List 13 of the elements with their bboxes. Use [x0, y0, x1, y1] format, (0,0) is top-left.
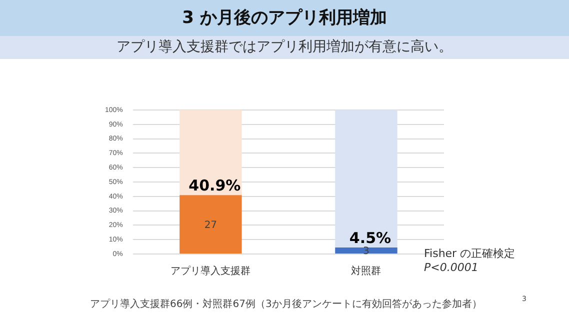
- bar: [180, 110, 242, 196]
- x-tick-label: アプリ導入支援群: [170, 264, 251, 277]
- data-label: 40.9%: [188, 176, 241, 194]
- chart-subtitle: アプリ導入支援群ではアプリ利用増加が有意に高い。: [0, 36, 569, 59]
- data-label: 4.5%: [349, 228, 392, 247]
- annotation: Fisher の正確検定: [424, 246, 516, 260]
- text: アプリ導入支援群66例・対照群67例（3か月後アンケートに有効回答があった参加者）: [90, 298, 482, 311]
- text: P<0.0001: [424, 260, 478, 274]
- bar: [180, 195, 242, 254]
- annotation: 27: [204, 220, 218, 231]
- x-tick-label: 対照群: [351, 264, 382, 277]
- chart-title: 3 か月後のアプリ利用増加: [0, 0, 569, 36]
- bar: [335, 110, 398, 248]
